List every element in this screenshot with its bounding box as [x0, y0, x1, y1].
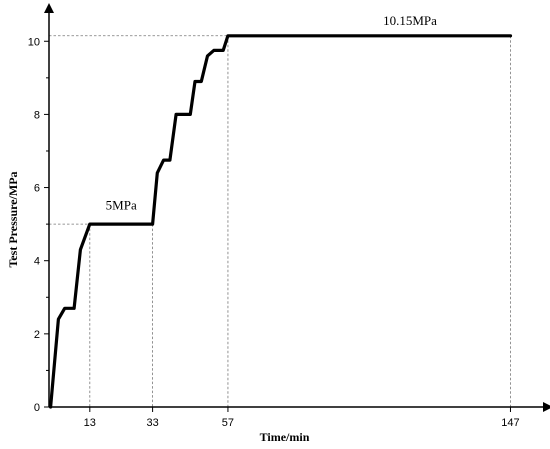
- x-tick-label-1: 33: [146, 417, 158, 429]
- x-tick-label-3: 147: [501, 417, 519, 429]
- series-line-0: [48, 34, 513, 409]
- y-tick-label-5: 10: [28, 36, 40, 48]
- y-tick-label-4: 8: [34, 109, 40, 121]
- guide-lines: [49, 35, 511, 407]
- y-tick-label-0: 0: [34, 402, 40, 414]
- annotation-0: 5MPa: [106, 198, 137, 213]
- annotation-1: 10.15MPa: [383, 13, 437, 28]
- y-tick-label-3: 6: [34, 183, 40, 195]
- y-tick-label-2: 4: [34, 256, 40, 268]
- labels-layer: 0 2 4 6 8 10 13 33 57 147 Time/min Test Pressure/MP…: [6, 13, 520, 444]
- axes: [44, 3, 550, 412]
- y-tick-label-1: 2: [34, 329, 40, 341]
- x-tick-label-2: 57: [222, 417, 234, 429]
- x-tick-label-0: 13: [84, 417, 96, 429]
- x-axis-title: Time/min: [260, 430, 310, 444]
- y-axis-title: Test Pressure/MPa: [6, 171, 20, 267]
- series-layer: [48, 34, 513, 409]
